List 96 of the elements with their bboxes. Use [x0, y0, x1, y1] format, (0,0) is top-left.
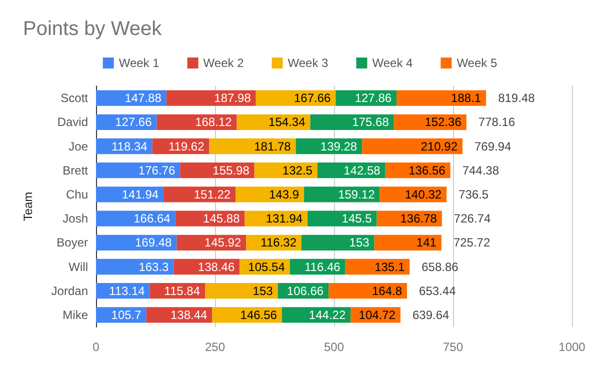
- total-label: 819.48: [498, 91, 536, 106]
- data-label: 135.1: [374, 260, 405, 274]
- bar: [204, 283, 278, 299]
- chart-title: Points by Week: [23, 18, 163, 40]
- data-label: 188.1: [451, 91, 482, 106]
- data-label: 168.12: [195, 115, 232, 130]
- data-label: 104.72: [358, 308, 396, 322]
- total-label: 725.72: [453, 236, 490, 250]
- data-label: 142.58: [344, 163, 381, 178]
- bar: [374, 234, 442, 250]
- total-label: 736.5: [458, 187, 489, 202]
- data-label: 136.78: [400, 212, 438, 226]
- data-label: 119.62: [168, 139, 205, 154]
- total-label: 769.94: [474, 139, 512, 154]
- x-tick-label: 1000: [558, 340, 586, 354]
- data-label: 144.22: [308, 308, 346, 322]
- data-label: 166.64: [134, 212, 171, 226]
- bar: [302, 234, 374, 250]
- data-label: 152.36: [424, 115, 462, 130]
- y-tick-label: Jordan: [51, 284, 88, 298]
- data-label: 116.46: [304, 260, 341, 274]
- data-label: 131.94: [266, 212, 303, 226]
- data-label: 141.94: [122, 187, 159, 202]
- data-label: 146.56: [240, 308, 278, 322]
- total-label: 653.44: [419, 284, 456, 298]
- bar: [164, 186, 236, 202]
- data-label: 105.7: [111, 308, 142, 322]
- data-label: 127.86: [354, 91, 392, 106]
- data-label: 153: [252, 284, 274, 298]
- y-tick-label: David: [57, 115, 88, 130]
- data-label: 116.32: [260, 236, 297, 250]
- total-label: 726.74: [454, 212, 491, 226]
- bar: [362, 138, 462, 154]
- y-axis-title: Team: [21, 192, 35, 222]
- y-tick-label: Scott: [60, 91, 89, 106]
- data-label: 105.54: [248, 260, 286, 274]
- data-label: 138.46: [198, 260, 235, 274]
- y-tick-label: Boyer: [56, 236, 88, 250]
- data-label: 187.98: [214, 91, 252, 106]
- data-label: 145.88: [203, 212, 240, 226]
- bar: [236, 186, 304, 202]
- x-tick-label: 0: [92, 340, 100, 354]
- y-tick-label: Joe: [68, 139, 88, 154]
- y-tick-label: Josh: [62, 212, 88, 226]
- data-label: 181.78: [254, 139, 292, 154]
- x-tick-label: 750: [442, 340, 464, 354]
- bar: [166, 90, 256, 106]
- legend-label: Week 5: [456, 56, 498, 70]
- data-label: 115.84: [164, 284, 200, 298]
- y-tick-label: Brett: [62, 163, 89, 178]
- data-label: 127.66: [115, 115, 152, 130]
- bar: [282, 307, 351, 323]
- data-label: 118.34: [112, 139, 148, 154]
- bar: [304, 186, 380, 202]
- total-label: 658.86: [422, 260, 459, 274]
- data-label: 106.66: [286, 284, 324, 298]
- data-label: 151.22: [194, 187, 231, 202]
- data-label: 138.44: [170, 308, 208, 322]
- data-label: 140.32: [404, 187, 442, 202]
- data-label: 153: [349, 236, 370, 250]
- legend-label: Week 1: [118, 56, 160, 70]
- data-label: 139.28: [320, 139, 358, 154]
- legend-label: Week 2: [203, 56, 244, 70]
- data-label: 145.5: [342, 212, 372, 226]
- data-label: 143.9: [269, 187, 300, 202]
- y-tick-label: Will: [68, 260, 88, 274]
- total-label: 744.38: [462, 163, 500, 178]
- data-label: 210.92: [420, 139, 458, 154]
- total-label: 639.64: [412, 308, 450, 322]
- data-label: 136.56: [408, 163, 446, 178]
- total-label: 778.16: [478, 115, 516, 130]
- data-label: 169.48: [134, 236, 172, 250]
- data-label: 163.3: [138, 260, 170, 274]
- x-tick-label: 250: [204, 340, 226, 354]
- bar: [96, 186, 164, 202]
- data-label: 164.8: [372, 284, 402, 298]
- bar: [256, 90, 336, 106]
- bar: [396, 90, 486, 106]
- data-label: 113.14: [109, 284, 146, 298]
- data-label: 175.68: [352, 115, 390, 130]
- legend-label: Week 3: [288, 56, 329, 70]
- data-label: 147.88: [124, 91, 162, 106]
- data-label: 154.34: [268, 115, 306, 130]
- data-label: 155.98: [212, 163, 250, 178]
- x-tick-label: 500: [324, 340, 344, 354]
- data-label: 167.66: [294, 91, 331, 106]
- bar: [308, 210, 377, 226]
- y-tick-label: Chu: [66, 187, 88, 202]
- data-label: 141: [416, 236, 437, 250]
- y-tick-label: Mike: [62, 308, 88, 322]
- data-label: 132.5: [282, 163, 313, 178]
- bar: [96, 210, 176, 226]
- data-label: 176.76: [138, 163, 176, 178]
- data-label: 145.92: [204, 236, 242, 250]
- data-label: 159.12: [338, 187, 376, 202]
- legend-label: Week 4: [372, 56, 414, 70]
